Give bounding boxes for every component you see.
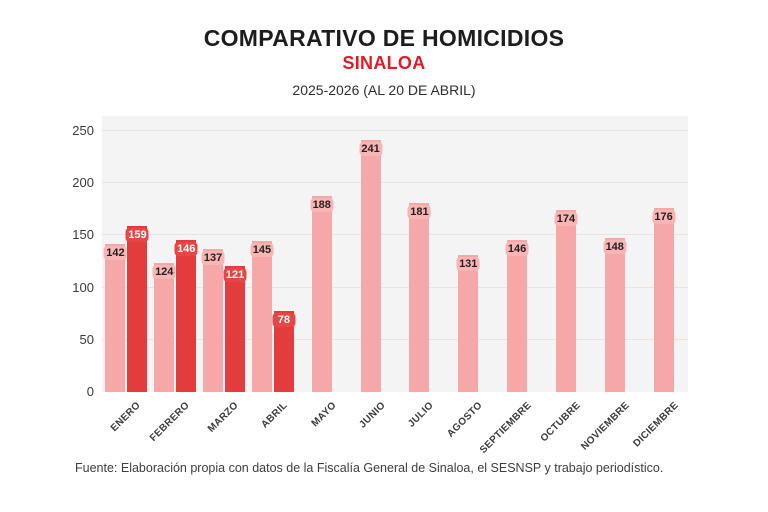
bar: 131	[456, 255, 480, 392]
bar: 121	[223, 265, 247, 392]
chart-subtitle: 2025-2026 (AL 20 DE ABRIL)	[292, 82, 476, 99]
bar-value-label: 146	[174, 241, 198, 256]
bar-value-label: 121	[223, 267, 247, 282]
x-axis-label: AGOSTO	[445, 400, 486, 440]
x-axis-label: SEPTIEMBRE	[477, 400, 534, 456]
bar: 148	[603, 237, 627, 392]
bar-value-label: 78	[272, 312, 296, 327]
y-axis-tick-label: 50	[79, 331, 94, 347]
bar: 174	[554, 210, 578, 392]
x-axis-label: MAYO	[309, 400, 339, 430]
plot-area: 142 159 124 146 137 121 145 78 188 241 181 131 146 17…	[102, 116, 688, 392]
bar-value-label: 145	[250, 242, 274, 257]
bar: 137	[201, 248, 225, 392]
title-block: COMPARATIVO DE HOMICIDIOS SINALOA 2025-2…	[0, 25, 768, 99]
bar: 142	[103, 243, 127, 392]
x-axis-label: ENERO	[109, 400, 144, 434]
y-axis-tick-label: 250	[72, 123, 94, 138]
bar-chart: 0 50 100 150 200 250 142 159 124 146 137 121 145 78 1…	[72, 116, 688, 456]
bar-value-label: 148	[603, 239, 627, 254]
bar: 188	[310, 195, 334, 392]
bar: 78	[272, 310, 296, 392]
x-axis-label: DICIEMBRE	[630, 400, 681, 450]
bar-value-label: 188	[310, 197, 334, 212]
y-axis-tick-label: 150	[72, 227, 94, 243]
bar: 146	[174, 239, 198, 392]
bar: 181	[407, 203, 431, 392]
x-axis-label: OCTUBRE	[538, 400, 583, 445]
x-axis: ENERO FEBRERO MARZO ABRIL MAYO JUNIO JULIO AGOS…	[102, 392, 688, 462]
bar-value-label: 176	[652, 210, 676, 225]
bar-value-label: 124	[152, 264, 176, 279]
bar: 124	[152, 262, 176, 392]
bar: 241	[359, 140, 383, 392]
gridline	[102, 234, 688, 236]
bar: 146	[505, 239, 529, 392]
bar-value-label: 131	[456, 257, 480, 272]
x-axis-label: MARZO	[206, 400, 241, 435]
bar: 159	[125, 226, 149, 392]
bar-value-label: 241	[359, 142, 383, 157]
bar-value-label: 146	[505, 241, 529, 256]
y-axis-tick-label: 100	[72, 279, 94, 295]
source-note: Fuente: Elaboración propia con datos de …	[75, 461, 664, 475]
bar: 145	[250, 240, 274, 392]
bar: 176	[652, 208, 676, 392]
gridline	[102, 182, 688, 184]
chart-title: COMPARATIVO DE HOMICIDIOS	[203, 25, 565, 51]
x-axis-label: ABRIL	[259, 400, 290, 431]
chart-region-title: SINALOA	[342, 53, 426, 74]
x-axis-label: FEBRERO	[148, 400, 193, 444]
gridline	[102, 338, 688, 340]
bar-value-label: 159	[125, 228, 149, 243]
bar-value-label: 174	[554, 212, 578, 227]
bar-value-label: 142	[103, 245, 127, 260]
gridline	[102, 286, 688, 288]
y-axis-tick-label: 200	[72, 175, 94, 191]
bar-value-label: 181	[407, 205, 431, 220]
x-axis-label: NOVIEMBRE	[579, 400, 632, 453]
bar-value-label: 137	[201, 250, 225, 265]
x-axis-label: JUNIO	[356, 400, 388, 431]
y-axis: 0 50 100 150 200 250	[50, 116, 94, 399]
y-axis-tick-label: 0	[86, 384, 94, 399]
x-axis-label: JULIO	[406, 400, 437, 430]
gridline	[102, 130, 688, 131]
